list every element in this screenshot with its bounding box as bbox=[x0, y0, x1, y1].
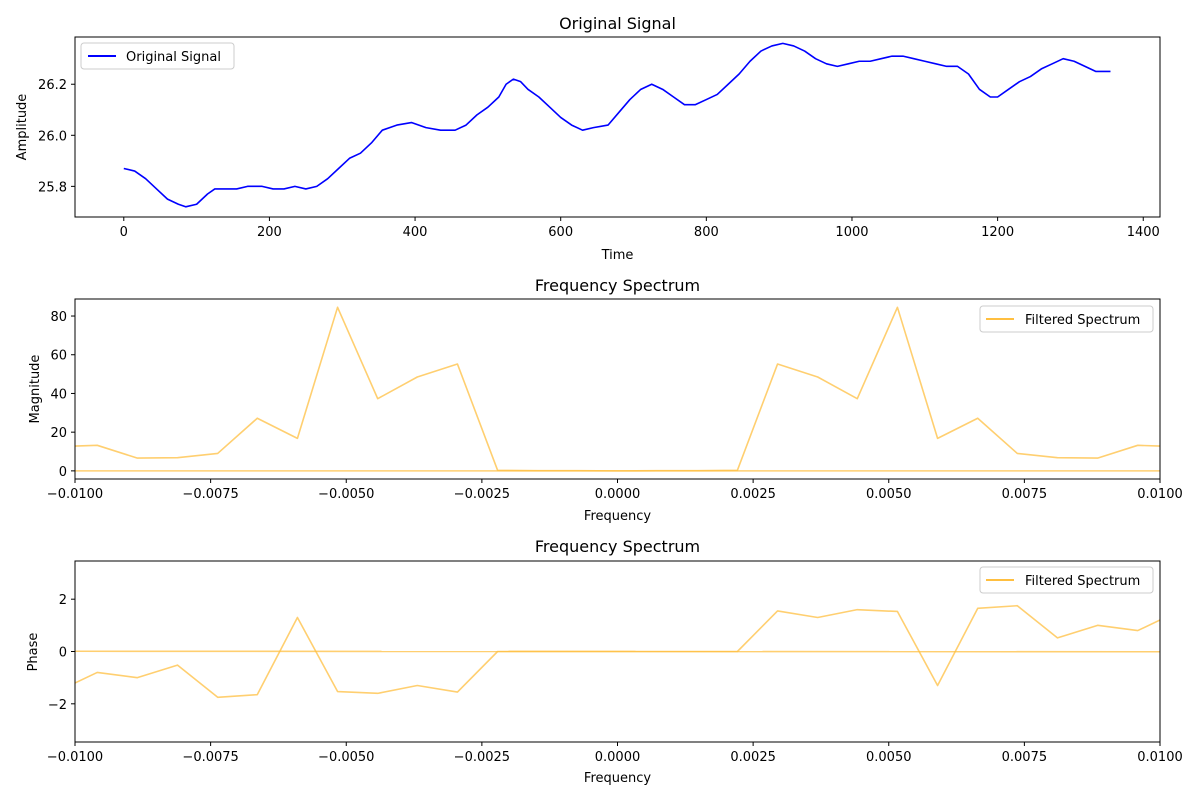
y-tick-label: 0 bbox=[59, 465, 67, 480]
y-axis-label: Amplitude bbox=[15, 94, 30, 161]
subplot-phase-spectrum: Frequency Spectrum −0.0100 −0.0075 −0.0050… bbox=[26, 537, 1183, 786]
x-axis-label: Time bbox=[601, 248, 634, 263]
x-tick-label: 600 bbox=[548, 225, 573, 240]
x-tick-label: 400 bbox=[403, 225, 428, 240]
x-tick-label: 0.0000 bbox=[595, 750, 641, 765]
chart-title: Frequency Spectrum bbox=[535, 537, 700, 556]
plot-area bbox=[75, 604, 1160, 699]
legend-box bbox=[979, 305, 1154, 333]
y-tick-label: −2 bbox=[48, 698, 67, 713]
y-tick-label: 26.2 bbox=[38, 78, 67, 93]
subplot-original-signal: Original Signal 0 200 400 600 800 1000 1200 140… bbox=[15, 14, 1161, 263]
y-axis-label: Magnitude bbox=[28, 355, 43, 424]
axes-frame bbox=[74, 36, 1161, 218]
legend-box bbox=[979, 566, 1154, 594]
x-tick-label: 0.0050 bbox=[866, 487, 912, 502]
legend-box bbox=[80, 42, 235, 70]
x-tick-label: 0.0100 bbox=[1137, 750, 1183, 765]
y-tick-label: 20 bbox=[50, 426, 67, 441]
subplot-magnitude-spectrum: Frequency Spectrum −0.0100 −0.0075 −0.0050… bbox=[28, 276, 1183, 524]
x-tick-label: 0.0075 bbox=[1002, 487, 1048, 502]
y-axis-ticks: 0 20 40 60 80 bbox=[50, 310, 75, 480]
legend: Filtered Spectrum bbox=[979, 566, 1154, 594]
x-tick-label: −0.0025 bbox=[454, 750, 510, 765]
x-tick-label: 0.0025 bbox=[730, 750, 776, 765]
plot-area bbox=[75, 306, 1160, 472]
x-tick-label: 800 bbox=[694, 225, 719, 240]
y-axis-ticks: −2 0 2 bbox=[48, 593, 75, 713]
x-axis-ticks: −0.0100 −0.0075 −0.0050 −0.0025 0.0000 0.0025… bbox=[47, 479, 1183, 502]
x-tick-label: −0.0075 bbox=[182, 750, 238, 765]
y-axis-ticks: 25.8 26.0 26.2 bbox=[38, 78, 75, 195]
x-axis-ticks: −0.0100 −0.0075 −0.0050 −0.0025 0.0000 0.0025… bbox=[47, 742, 1183, 765]
chart-title: Original Signal bbox=[559, 14, 676, 33]
y-tick-label: 0 bbox=[59, 646, 67, 661]
x-tick-label: 1000 bbox=[835, 225, 868, 240]
x-tick-label: −0.0100 bbox=[47, 750, 103, 765]
y-axis-label: Phase bbox=[26, 633, 41, 672]
x-tick-label: 0 bbox=[120, 225, 128, 240]
legend: Filtered Spectrum bbox=[979, 305, 1154, 333]
legend-entry-filtered-spectrum: Filtered Spectrum bbox=[1025, 313, 1140, 328]
x-tick-label: −0.0100 bbox=[47, 487, 103, 502]
y-tick-label: 40 bbox=[50, 387, 67, 402]
y-tick-label: 80 bbox=[50, 310, 67, 325]
chart-title: Frequency Spectrum bbox=[535, 276, 700, 295]
x-tick-label: −0.0075 bbox=[182, 487, 238, 502]
legend-entry-original-signal: Original Signal bbox=[126, 50, 221, 65]
x-tick-label: −0.0050 bbox=[318, 750, 374, 765]
legend: Original Signal bbox=[80, 42, 235, 70]
x-tick-label: 0.0100 bbox=[1137, 487, 1183, 502]
plot-area bbox=[123, 42, 1111, 208]
x-tick-label: −0.0025 bbox=[454, 487, 510, 502]
x-tick-label: 0.0050 bbox=[866, 750, 912, 765]
x-tick-label: 0.0025 bbox=[730, 487, 776, 502]
series-line-0 bbox=[123, 42, 1111, 208]
x-axis-label: Frequency bbox=[584, 771, 651, 786]
x-tick-label: 0.0075 bbox=[1002, 750, 1048, 765]
y-tick-label: 25.8 bbox=[38, 180, 67, 195]
y-tick-label: 26.0 bbox=[38, 129, 67, 144]
y-tick-label: 60 bbox=[50, 349, 67, 364]
y-tick-label: 2 bbox=[59, 593, 67, 608]
x-axis-label: Frequency bbox=[584, 509, 651, 524]
x-tick-label: 1400 bbox=[1127, 225, 1160, 240]
series-line-1 bbox=[75, 650, 1160, 653]
x-tick-label: 1200 bbox=[981, 225, 1014, 240]
x-axis-ticks: 0 200 400 600 800 1000 1200 1400 bbox=[120, 217, 1160, 240]
x-tick-label: 0.0000 bbox=[595, 487, 641, 502]
x-tick-label: 200 bbox=[257, 225, 282, 240]
x-tick-label: −0.0050 bbox=[318, 487, 374, 502]
legend-entry-filtered-spectrum: Filtered Spectrum bbox=[1025, 574, 1140, 589]
